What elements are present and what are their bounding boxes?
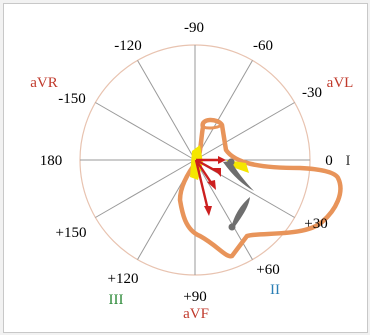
angle-label-p0: 0: [325, 153, 333, 169]
axis-spoke-m120: [137, 60, 196, 161]
vcg-loop-top: [202, 123, 223, 130]
mean-vectors: [194, 156, 226, 216]
axis-spoke-m30: [194, 102, 295, 161]
angle-label-m120: -120: [114, 38, 142, 54]
lead-label-i: I: [346, 153, 351, 169]
angle-label-m30: -30: [302, 85, 322, 101]
gray-node-upper: [227, 158, 235, 166]
vector-arrow-3: [195, 158, 219, 174]
gray-vector-upper: [223, 161, 254, 191]
vector-arrowhead-2: [207, 180, 216, 190]
vector-arrow-2: [195, 159, 213, 185]
angle-label-p90: +90: [183, 289, 206, 305]
angle-label-p150: +150: [56, 225, 87, 241]
vector-arrowhead-3: [213, 168, 221, 177]
angle-label-p180: 180: [40, 153, 63, 169]
angle-label-m150: -150: [58, 91, 86, 107]
axis-spoke-m60: [194, 60, 253, 161]
lead-label-ii: II: [270, 282, 280, 298]
gray-vector-lower: [231, 197, 250, 229]
angle-label-p60: +60: [256, 262, 279, 278]
lead-label-iii: III: [109, 292, 124, 308]
angle-label-m90: -90: [184, 20, 204, 36]
angle-label-m60: -60: [253, 38, 273, 54]
axis-spoke-p150: [95, 159, 196, 218]
angle-label-p120: +120: [108, 271, 139, 287]
vector-arrow-1: [194, 159, 210, 211]
lead-label-avr: aVR: [30, 75, 58, 91]
axis-spoke-m150: [95, 102, 196, 161]
gray-node-lower: [228, 223, 236, 231]
lead-label-avl: aVL: [327, 75, 354, 91]
vector-arrowhead-1: [204, 206, 212, 216]
vcg-loop: [177, 117, 343, 259]
lead-label-avf: aVF: [183, 306, 209, 322]
vector-arrowhead-4: [218, 156, 226, 164]
angle-label-p30: +30: [304, 216, 327, 232]
